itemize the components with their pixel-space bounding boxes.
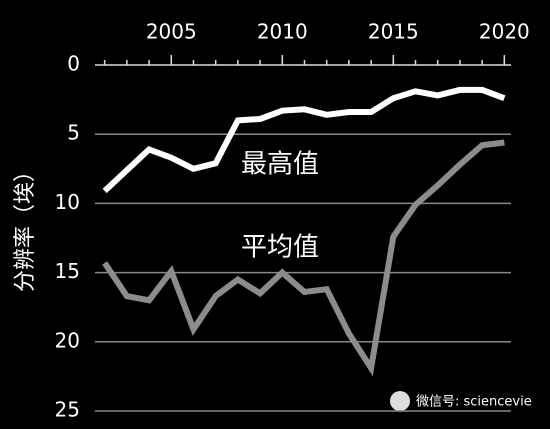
watermark-text: 微信号: sciencevie [416, 395, 532, 410]
watermark-icon [390, 391, 410, 411]
line [102, 86, 506, 194]
x-tick-label: 2015 [368, 20, 419, 44]
line [102, 139, 505, 377]
x-tick-label: 2020 [479, 20, 530, 44]
series-label: 最高值 [241, 150, 319, 180]
y-tick-label: 0 [67, 52, 80, 76]
y-tick-label: 25 [55, 398, 80, 422]
y-tick-label: 15 [55, 259, 80, 283]
watermark: 微信号: sciencevie [390, 391, 532, 411]
series-label: 平均值 [241, 233, 319, 263]
y-tick-label: 5 [67, 121, 80, 145]
x-tick-label: 2010 [257, 20, 308, 44]
y-tick-label: 10 [55, 190, 80, 214]
y-tick-label: 20 [55, 328, 80, 352]
y-axis-label: 分辨率（埃） [13, 160, 38, 292]
x-tick-label: 2005 [146, 20, 197, 44]
